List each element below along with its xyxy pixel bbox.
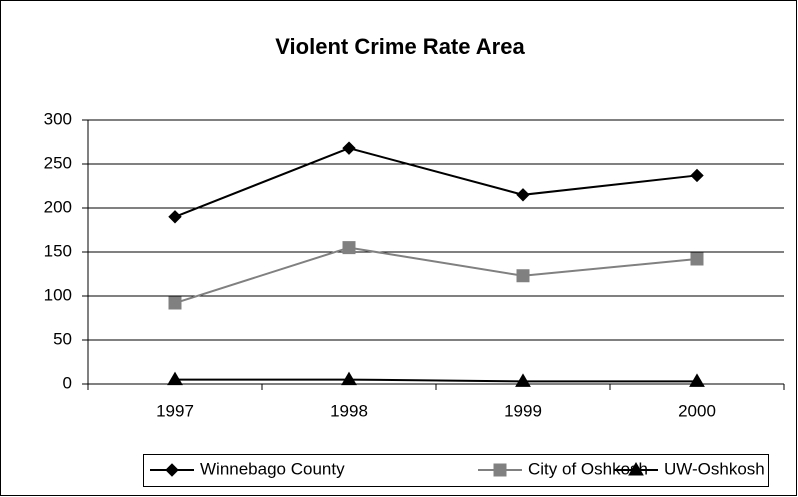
data-point xyxy=(689,373,705,387)
data-point xyxy=(167,371,183,386)
data-point xyxy=(342,241,356,255)
y-tick-label: 150 xyxy=(44,241,72,260)
legend-label: UW-Oshkosh xyxy=(664,459,765,478)
data-point xyxy=(168,296,182,310)
x-tick-label: 2000 xyxy=(678,401,716,420)
legend-label: Winnebago County xyxy=(200,459,345,478)
y-tick-label: 0 xyxy=(63,373,72,392)
data-point xyxy=(515,373,531,387)
y-tick-label: 200 xyxy=(44,197,72,216)
series-line xyxy=(175,378,697,383)
data-point xyxy=(168,210,182,224)
data-point xyxy=(516,269,530,283)
y-tick-label: 50 xyxy=(53,329,72,348)
x-tick-label: 1998 xyxy=(330,401,368,420)
data-point xyxy=(690,168,704,183)
series-line xyxy=(174,246,698,304)
data-point xyxy=(690,252,704,266)
y-tick-label: 100 xyxy=(44,285,72,304)
legend-label: City of Oshkosh xyxy=(528,459,648,478)
data-point xyxy=(342,141,356,155)
x-tick-label: 1997 xyxy=(156,401,194,420)
data-point xyxy=(516,188,530,202)
series-line xyxy=(174,147,698,218)
chart-title: Violent Crime Rate Area xyxy=(275,34,525,59)
data-point xyxy=(341,371,357,386)
legend-marker xyxy=(165,463,179,477)
legend-marker xyxy=(493,463,507,477)
y-tick-label: 300 xyxy=(44,109,72,128)
legend-box xyxy=(143,454,769,487)
y-tick-label: 250 xyxy=(44,153,72,172)
legend-marker xyxy=(628,462,644,476)
x-tick-label: 1999 xyxy=(504,401,542,420)
